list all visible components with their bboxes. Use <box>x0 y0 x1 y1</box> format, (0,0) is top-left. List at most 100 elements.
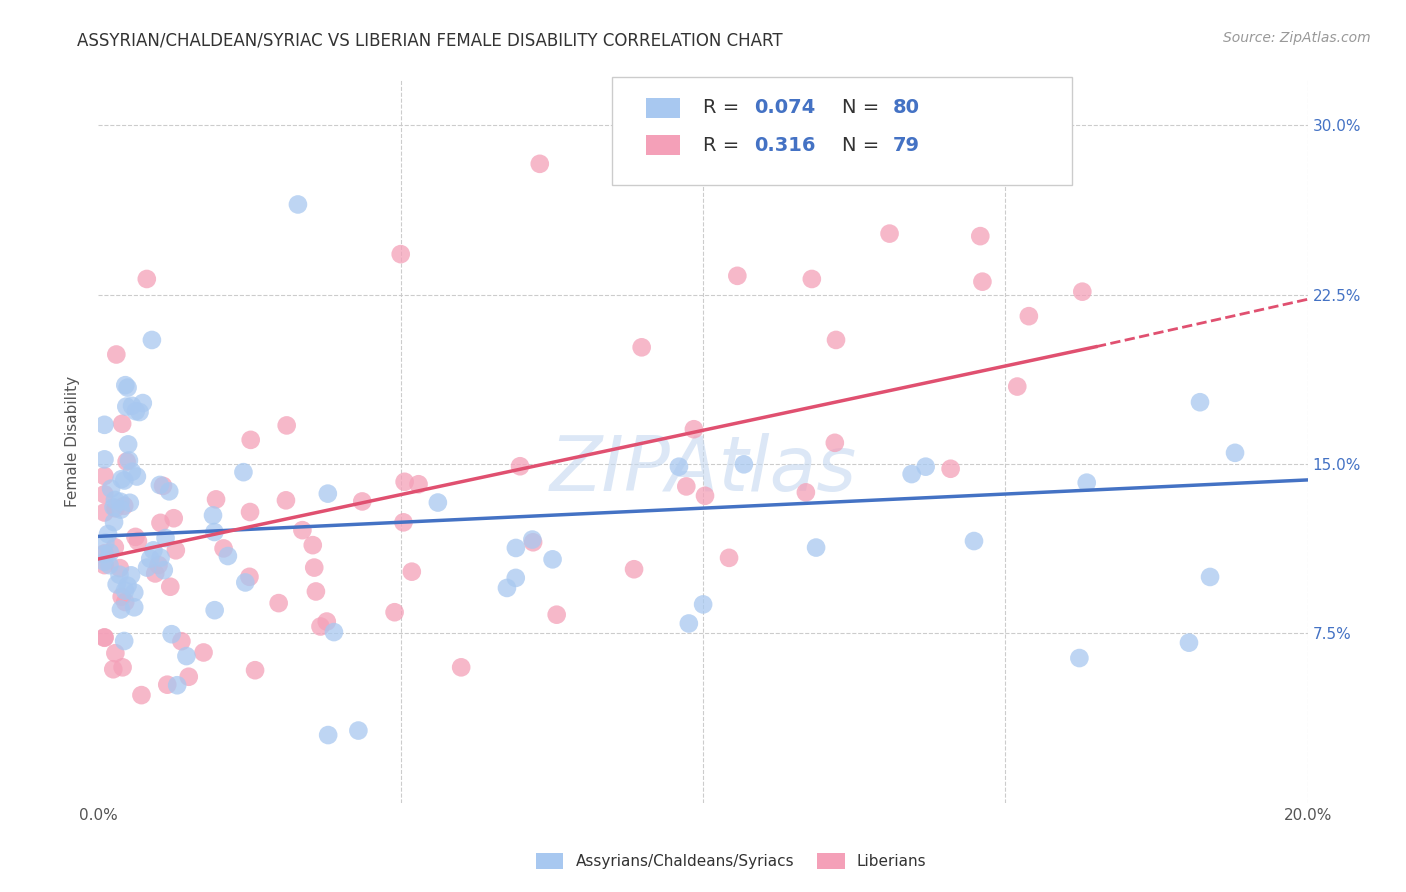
Point <box>309 619 332 633</box>
Point <box>117 437 139 451</box>
Text: ZIPAtlas: ZIPAtlas <box>550 434 856 508</box>
Point <box>725 268 748 283</box>
Point <box>623 562 645 576</box>
Point <box>914 459 936 474</box>
Point <box>128 405 150 419</box>
Point <box>93 487 115 501</box>
Point <box>347 723 370 738</box>
Point <box>97 527 120 541</box>
Point <box>450 660 472 674</box>
Point <box>1223 446 1246 460</box>
Point <box>315 615 337 629</box>
Point <box>93 631 115 645</box>
Point <box>111 660 134 674</box>
Point <box>93 452 115 467</box>
Point <box>104 492 127 507</box>
Point <box>529 157 551 171</box>
Point <box>232 465 254 479</box>
Point <box>804 541 827 555</box>
Point <box>142 543 165 558</box>
Point <box>233 575 256 590</box>
Point <box>135 272 157 286</box>
Point <box>114 583 136 598</box>
Bar <box>647 97 681 118</box>
Point <box>972 275 994 289</box>
Point <box>156 678 179 692</box>
Point <box>94 535 117 549</box>
Point <box>127 534 149 549</box>
Point <box>155 531 177 545</box>
Point <box>900 467 922 481</box>
Point <box>1069 651 1091 665</box>
Point <box>118 496 141 510</box>
Point <box>201 508 224 523</box>
Text: 79: 79 <box>893 136 920 155</box>
Text: R =: R = <box>703 98 745 117</box>
Point <box>204 603 226 617</box>
Point <box>104 646 127 660</box>
Point <box>152 479 174 493</box>
Point <box>143 566 166 581</box>
Point <box>100 482 122 496</box>
Point <box>125 404 148 418</box>
Point <box>111 590 134 604</box>
Point <box>239 505 262 519</box>
Point <box>1178 635 1201 649</box>
Point <box>110 472 132 486</box>
Point <box>316 728 339 742</box>
Point <box>692 598 714 612</box>
Point <box>93 506 115 520</box>
Point <box>141 333 163 347</box>
Point <box>800 272 823 286</box>
Point <box>969 229 991 244</box>
Point <box>668 459 690 474</box>
Point <box>392 516 415 530</box>
Point <box>112 474 135 488</box>
Point <box>301 538 323 552</box>
Point <box>291 523 314 537</box>
Point <box>824 435 846 450</box>
Point <box>205 492 228 507</box>
Point <box>1076 475 1098 490</box>
Point <box>159 580 181 594</box>
Point <box>121 465 143 479</box>
Text: Source: ZipAtlas.com: Source: ZipAtlas.com <box>1223 31 1371 45</box>
Point <box>124 530 146 544</box>
Point <box>93 631 115 645</box>
Point <box>879 227 901 241</box>
Point <box>522 535 544 549</box>
Point <box>118 453 141 467</box>
Point <box>131 688 153 702</box>
Point <box>401 565 423 579</box>
FancyBboxPatch shape <box>613 77 1071 185</box>
Point <box>93 555 115 569</box>
Point <box>1018 309 1040 323</box>
Point <box>963 534 986 549</box>
Point <box>678 616 700 631</box>
Point <box>1199 570 1222 584</box>
Text: 80: 80 <box>893 98 920 117</box>
Text: ASSYRIAN/CHALDEAN/SYRIAC VS LIBERIAN FEMALE DISABILITY CORRELATION CHART: ASSYRIAN/CHALDEAN/SYRIAC VS LIBERIAN FEM… <box>77 31 783 49</box>
Point <box>115 400 138 414</box>
Point <box>93 546 115 560</box>
Point <box>93 417 115 432</box>
Point <box>304 560 326 574</box>
Point <box>122 600 145 615</box>
Point <box>110 494 132 508</box>
Point <box>274 493 297 508</box>
Point <box>794 485 817 500</box>
Point <box>121 399 143 413</box>
Point <box>322 625 344 640</box>
Point <box>394 475 416 489</box>
Point <box>546 607 568 622</box>
Point <box>93 547 115 561</box>
Point <box>104 540 127 554</box>
Point <box>1071 285 1094 299</box>
Point <box>149 478 172 492</box>
Point <box>389 247 412 261</box>
Point <box>239 433 262 447</box>
Point <box>110 502 132 516</box>
Point <box>287 197 309 211</box>
Point <box>193 645 215 659</box>
Point <box>217 549 239 563</box>
